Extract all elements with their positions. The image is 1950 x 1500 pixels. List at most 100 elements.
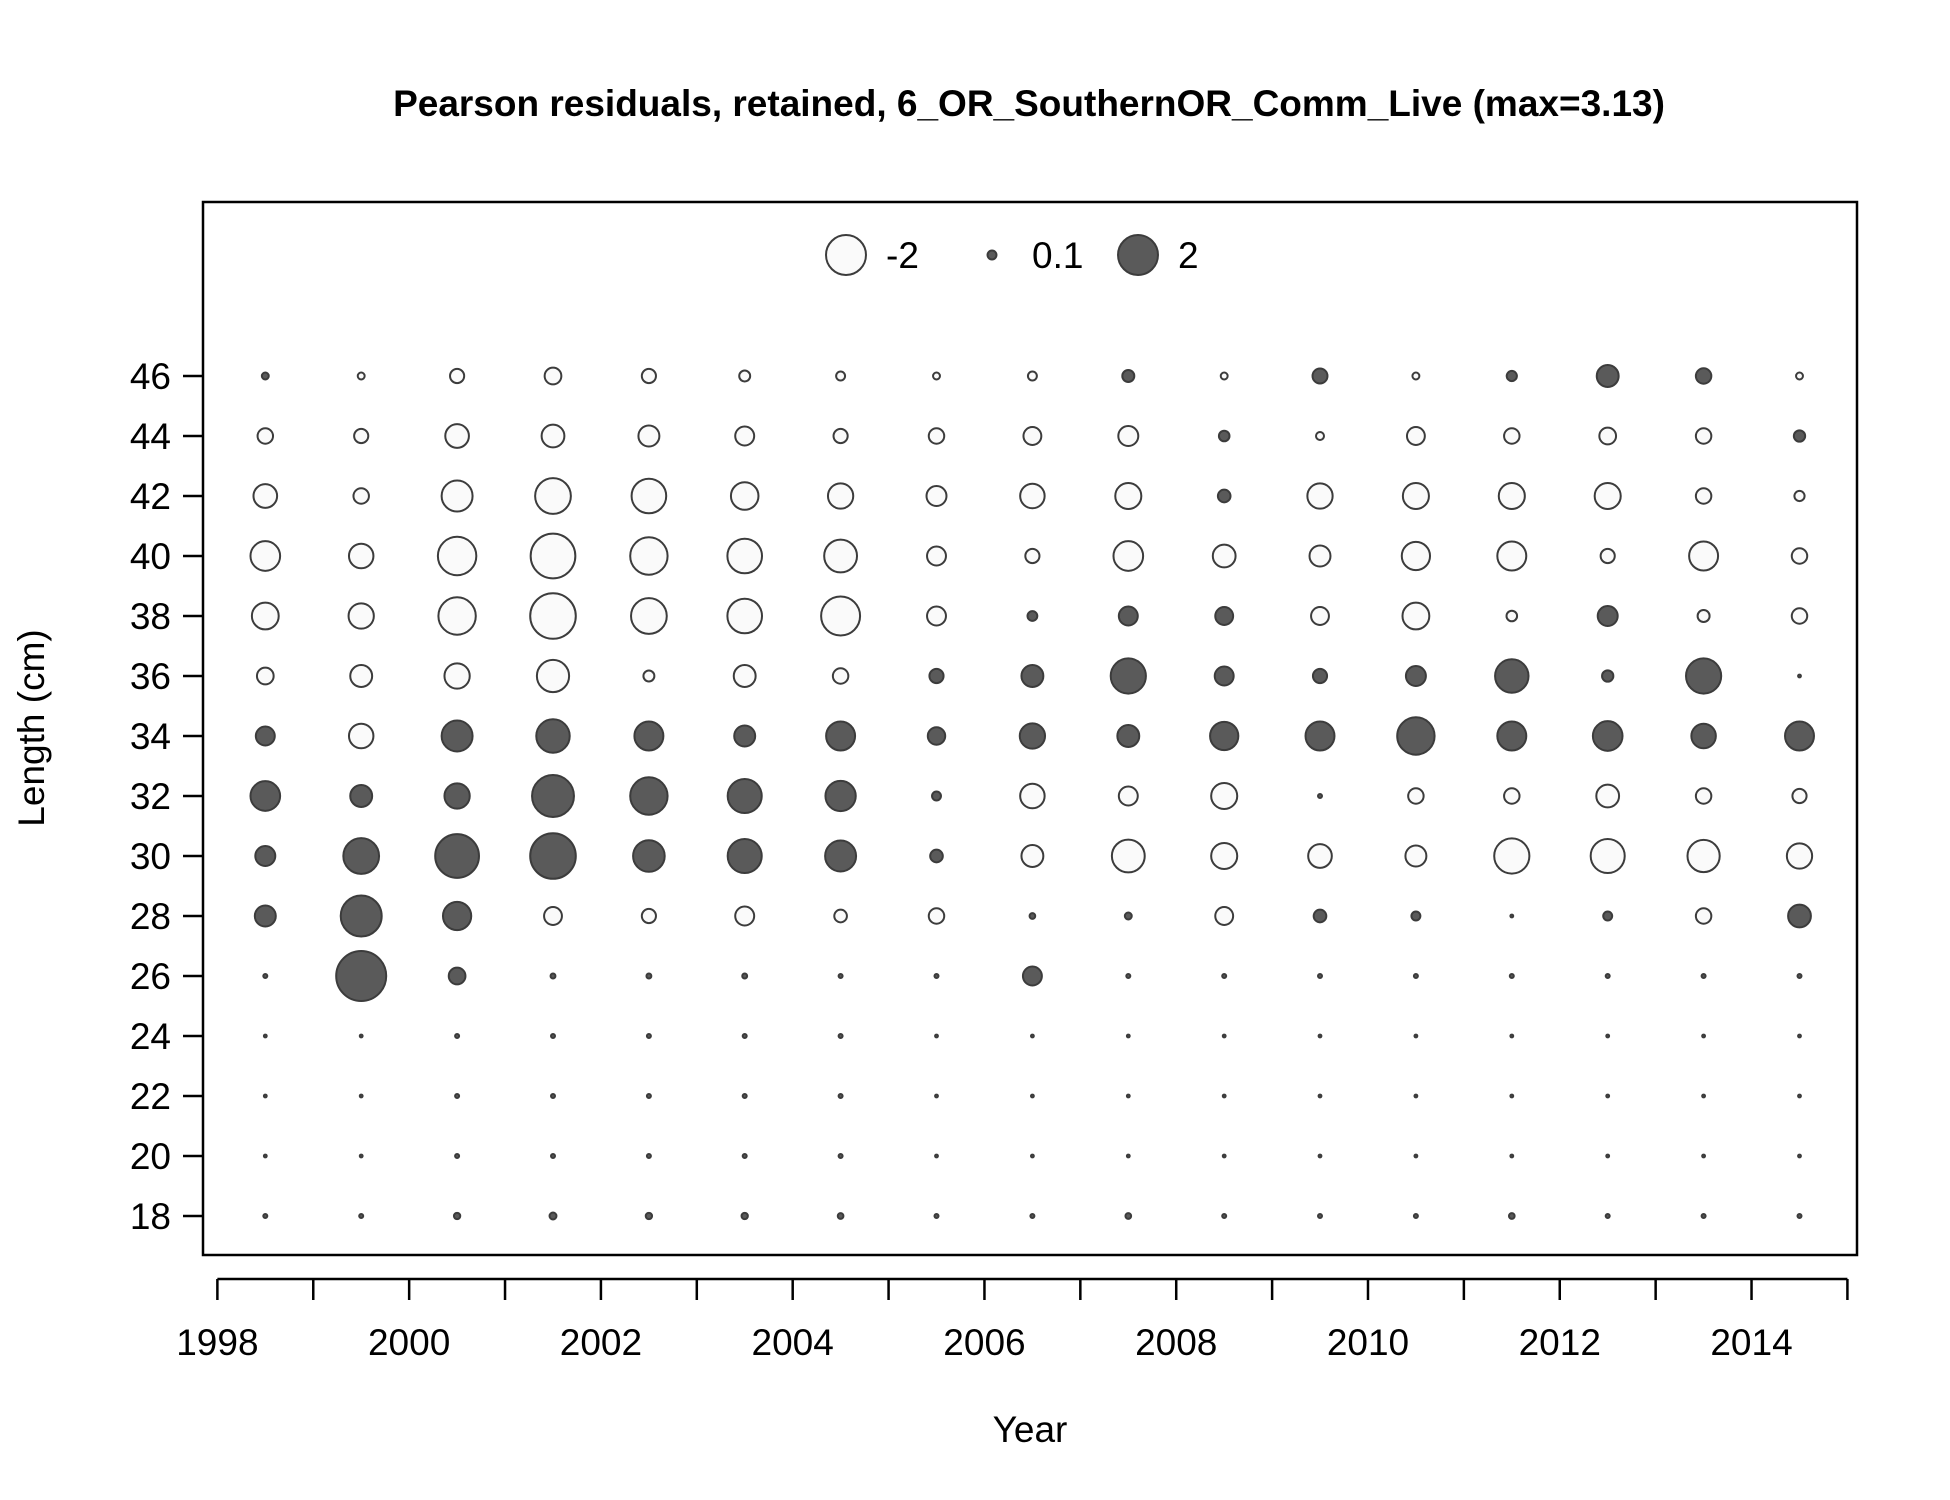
bubble-2006.5-44 — [1022, 426, 1043, 446]
bubble-2001.5-38 — [529, 592, 577, 640]
bubble-2009.5-40 — [1308, 544, 1332, 568]
bubble-1998.5-36 — [255, 666, 275, 686]
bubble-2010.5-18 — [1412, 1213, 1419, 1219]
bubble-2005.5-42 — [925, 485, 948, 507]
bubble-2005.5-18 — [933, 1213, 940, 1219]
bubble-2006.5-30 — [1020, 844, 1045, 868]
bubble-1998.5-24 — [262, 1033, 268, 1039]
bubble-2011.5-36 — [1494, 658, 1530, 694]
bubble-2000.5-22 — [454, 1093, 461, 1099]
bubble-2003.5-28 — [734, 905, 756, 927]
bubble-2006.5-34 — [1018, 722, 1047, 750]
bubble-2013.5-32 — [1694, 787, 1713, 805]
x-axis: 1998 2000 2002 2004 2006 2008 2010 2012 2014 — [176, 1277, 1849, 1363]
bubble-2008.5-38 — [1214, 606, 1235, 626]
bubble-2008.5-46 — [1219, 371, 1229, 381]
bubble-2011.5-26 — [1508, 973, 1515, 979]
bubble-2014.5-28 — [1787, 903, 1812, 929]
bubble-2003.5-24 — [741, 1033, 748, 1039]
bubble-2003.5-22 — [741, 1093, 748, 1099]
bubble-2009.5-26 — [1317, 973, 1323, 979]
bubble-2011.5-46 — [1505, 369, 1518, 383]
bubble-1998.5-30 — [254, 845, 277, 867]
bubble-1998.5-40 — [249, 540, 282, 572]
bubble-2003.5-42 — [729, 481, 760, 511]
bubble-2012.5-34 — [1591, 720, 1624, 752]
bubble-2012.5-46 — [1595, 364, 1620, 388]
y-axis-label: Length (cm) — [11, 629, 52, 826]
bubble-2008.5-32 — [1210, 781, 1239, 811]
bubble-2012.5-30 — [1589, 837, 1626, 875]
bubble-2007.5-38 — [1117, 605, 1139, 627]
bubble-2008.5-20 — [1221, 1153, 1227, 1159]
plot-frame — [201, 200, 1859, 1257]
y-tick-label: 26 — [130, 956, 171, 997]
bubble-2002.5-46 — [640, 367, 657, 385]
bubble-2000.5-26 — [447, 966, 467, 986]
bubble-2000.5-40 — [436, 535, 478, 577]
bubble-2008.5-44 — [1217, 429, 1231, 443]
bubble-1998.5-34 — [254, 725, 276, 747]
bubble-2003.5-26 — [741, 972, 749, 980]
bubble-2013.5-42 — [1694, 487, 1713, 505]
bubble-2003.5-18 — [740, 1211, 749, 1221]
bubble-2011.5-28 — [1509, 913, 1515, 919]
bubble-2005.5-46 — [932, 371, 941, 381]
bubble-2007.5-36 — [1109, 657, 1147, 695]
bubble-2013.5-38 — [1696, 609, 1711, 623]
bubble-2006.5-26 — [1021, 965, 1043, 987]
bubble-2001.5-28 — [543, 906, 563, 926]
bubble-2011.5-30 — [1493, 837, 1531, 875]
bubble-2012.5-24 — [1605, 1033, 1611, 1039]
bubble-2002.5-26 — [645, 972, 653, 980]
bubble-2002.5-30 — [632, 839, 666, 873]
bubble-2011.5-22 — [1509, 1093, 1515, 1099]
legend: -2 0.1 2 — [825, 234, 1199, 276]
bubble-2010.5-22 — [1413, 1093, 1419, 1099]
bubble-2013.5-26 — [1700, 973, 1707, 979]
bubble-2005.5-44 — [927, 427, 946, 445]
y-tick-label: 36 — [130, 656, 171, 697]
bubble-2004.5-34 — [825, 720, 857, 752]
bubble-2009.5-32 — [1317, 793, 1323, 799]
bubble-2000.5-28 — [441, 900, 473, 932]
bubble-1999.5-20 — [358, 1153, 364, 1159]
bubble-2005.5-38 — [926, 605, 947, 627]
bubble-2011.5-18 — [1507, 1212, 1516, 1220]
bubble-2014.5-30 — [1785, 842, 1814, 870]
bubble-2008.5-42 — [1216, 488, 1232, 504]
bubble-1999.5-42 — [352, 487, 370, 505]
bubble-2008.5-24 — [1221, 1033, 1227, 1039]
bubble-2002.5-18 — [644, 1211, 654, 1221]
bubble-2001.5-42 — [534, 477, 572, 515]
bubble-2009.5-44 — [1315, 431, 1325, 441]
bubble-2014.5-44 — [1792, 429, 1807, 443]
bubble-2012.5-32 — [1595, 783, 1621, 809]
legend-label: 0.1 — [1032, 235, 1083, 276]
bubble-2004.5-24 — [837, 1033, 844, 1039]
bubble-2003.5-40 — [726, 537, 764, 575]
bubble-2004.5-26 — [837, 973, 844, 979]
y-tick-label: 44 — [130, 416, 171, 457]
bubble-2007.5-18 — [1124, 1212, 1133, 1220]
bubble-2010.5-42 — [1401, 481, 1430, 511]
bubble-2005.5-24 — [934, 1033, 939, 1039]
bubble-2012.5-18 — [1604, 1213, 1611, 1219]
legend-label: -2 — [886, 235, 919, 276]
y-tick-label: 34 — [130, 716, 171, 757]
bubble-2002.5-32 — [629, 776, 669, 816]
bubble-2003.5-32 — [726, 777, 763, 815]
bubble-1998.5-44 — [256, 427, 275, 445]
bubble-2000.5-38 — [437, 596, 477, 636]
bubble-2001.5-18 — [548, 1211, 558, 1221]
bubble-2008.5-28 — [1214, 906, 1235, 926]
bubble-2002.5-38 — [630, 597, 668, 635]
bubble-2013.5-20 — [1701, 1153, 1707, 1159]
bubble-2004.5-44 — [832, 427, 849, 445]
bubble-2000.5-30 — [434, 833, 480, 879]
y-tick-label: 20 — [130, 1136, 171, 1177]
bubble-2007.5-26 — [1125, 973, 1132, 979]
bubble-2005.5-20 — [934, 1153, 939, 1159]
bubble-2001.5-24 — [550, 1033, 556, 1039]
bubble-2011.5-38 — [1505, 609, 1519, 623]
